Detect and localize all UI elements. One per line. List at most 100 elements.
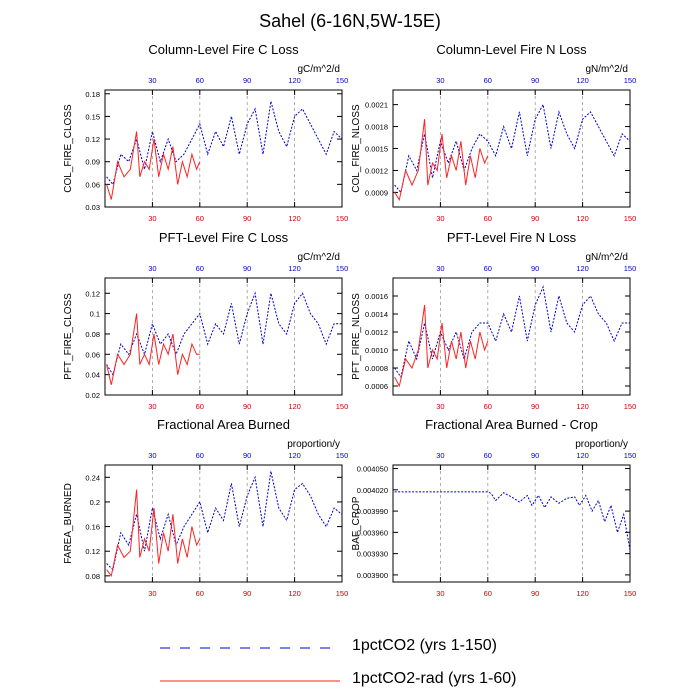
y-tick-label: 0.16 [85,523,100,532]
x-tick-label-top: 150 [624,264,637,273]
x-tick-label-bottom: 90 [531,402,539,411]
y-axis-label: COL_FIRE_CLOSS [63,104,74,193]
y-tick-label: 0.04 [85,371,100,380]
y-tick-label: 0.003930 [357,550,388,559]
x-tick-label-bottom: 60 [484,589,492,598]
y-axis-label: PFT_FIRE_NLOSS [351,293,362,380]
panel-title: Column-Level Fire C Loss [148,42,299,57]
x-tick-label-bottom: 120 [576,402,589,411]
y-tick-label: 0.24 [85,473,100,482]
plot-frame [104,277,343,396]
y-tick-label: 0.15 [85,112,100,121]
units-label: gN/m^2/d [586,64,629,75]
y-tick-label: 0.004020 [357,486,388,495]
y-tick-label: 0.0016 [365,292,388,301]
y-tick-label: 0.12 [85,547,100,556]
units-label: gC/m^2/d [298,64,341,75]
x-tick-label-top: 150 [624,451,637,460]
series-line-1pctco2-rad [394,304,489,388]
x-tick-label-bottom: 90 [243,214,251,223]
legend-label-series-b: 1pctCO2-rad (yrs 1-60) [352,670,517,687]
y-axis-label: BAF_CROP [351,496,362,550]
chart-panel-5: Fractional Area Burned proportion/y FAREA_… [63,417,348,598]
y-tick-label: 0.0012 [365,328,388,337]
y-tick-label: 0.0015 [365,145,388,154]
chart-panel-4: PFT-Level Fire N Loss gN/m^2/d PFT_FIRE_NL… [351,230,636,411]
y-tick-label: 0.003990 [357,507,388,516]
x-tick-label-bottom: 90 [531,589,539,598]
plot-frame [104,464,343,583]
plot-frame [392,464,631,583]
x-tick-label-top: 30 [148,264,156,273]
x-tick-label-bottom: 90 [531,214,539,223]
panel-title: PFT-Level Fire C Loss [159,230,289,245]
y-tick-label: 0.004050 [357,465,388,474]
x-tick-label-bottom: 150 [336,214,349,223]
x-tick-label-bottom: 30 [436,402,444,411]
y-tick-label: 0.06 [85,180,100,189]
units-label: gC/m^2/d [298,252,341,263]
y-tick-label: 0.0009 [365,188,388,197]
chart-panel-6: Fractional Area Burned - Crop proportion/… [351,417,636,598]
y-tick-label: 0.0010 [365,346,388,355]
y-tick-label: 0.06 [85,350,100,359]
x-tick-label-bottom: 30 [148,589,156,598]
x-tick-label-top: 150 [624,76,637,85]
y-axis-label: PFT_FIRE_CLOSS [63,293,74,380]
units-label: proportion/y [575,439,628,450]
x-tick-label-top: 150 [336,264,349,273]
y-tick-label: 0.0021 [365,101,388,110]
x-tick-label-top: 90 [243,76,251,85]
x-tick-label-bottom: 30 [436,589,444,598]
series-line-1pctco2 [106,101,342,186]
x-tick-label-top: 90 [531,76,539,85]
x-tick-label-bottom: 120 [288,589,301,598]
y-tick-label: 0.0014 [365,310,388,319]
x-tick-label-top: 30 [436,264,444,273]
series-line-1pctco2-rad [106,489,201,577]
x-tick-label-top: 60 [484,264,492,273]
panel-title: Column-Level Fire N Loss [436,42,587,57]
y-tick-label: 0.08 [85,572,100,581]
x-tick-label-bottom: 120 [576,589,589,598]
series-line-1pctco2 [394,491,630,551]
x-tick-label-top: 60 [196,451,204,460]
plot-frame [392,89,631,208]
chart-panel-1: Column-Level Fire C Loss gC/m^2/d COL_FIRE… [63,42,348,223]
legend-lines [160,647,340,682]
y-tick-label: 0.02 [85,391,100,400]
series-line-1pctco2-rad [106,131,201,200]
y-tick-label: 0.0006 [365,382,388,391]
series-line-1pctco2 [106,291,342,376]
plot-frame [104,89,343,208]
x-tick-label-bottom: 90 [243,402,251,411]
y-axis-label: COL_FIRE_NLOSS [351,104,362,193]
series-line-1pctco2 [394,103,630,194]
x-tick-label-top: 60 [196,264,204,273]
x-tick-label-top: 120 [288,451,301,460]
x-tick-label-top: 30 [148,451,156,460]
y-tick-label: 0.08 [85,330,100,339]
y-tick-label: 0.2 [90,498,100,507]
y-tick-label: 0.09 [85,158,100,167]
y-tick-label: 0.03 [85,203,100,212]
x-tick-label-bottom: 150 [336,402,349,411]
y-axis-label: FAREA_BURNED [63,483,74,564]
x-tick-label-bottom: 120 [288,214,301,223]
x-tick-label-top: 90 [531,264,539,273]
chart-panel-3: PFT-Level Fire C Loss gC/m^2/d PFT_FIRE_CL… [63,230,348,411]
x-tick-label-bottom: 60 [196,589,204,598]
x-tick-label-bottom: 120 [288,402,301,411]
y-tick-label: 0.003900 [357,571,388,580]
panels: Column-Level Fire C Loss gC/m^2/d COL_FIRE… [63,42,636,598]
x-tick-label-top: 90 [243,264,251,273]
x-tick-label-top: 120 [576,76,589,85]
x-tick-label-bottom: 150 [624,589,637,598]
x-tick-label-bottom: 60 [196,402,204,411]
x-tick-label-top: 60 [484,451,492,460]
x-tick-label-top: 60 [196,76,204,85]
y-tick-label: 0.0008 [365,364,388,373]
x-tick-label-top: 120 [288,264,301,273]
x-tick-label-bottom: 150 [624,402,637,411]
